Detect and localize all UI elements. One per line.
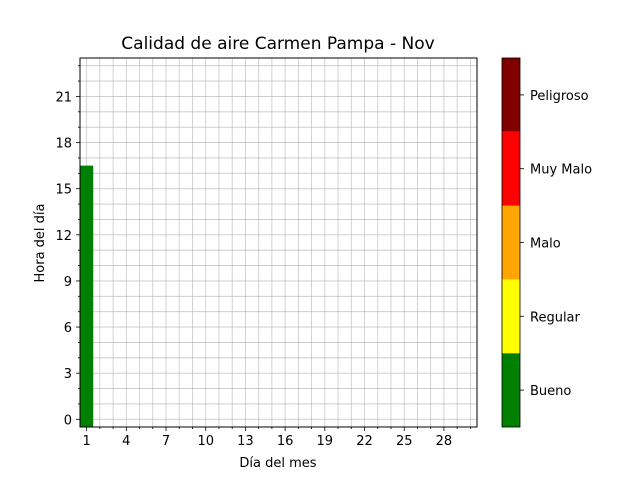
grid (80, 58, 477, 427)
colorbar-segment (502, 131, 520, 206)
x-tick-label: 10 (197, 434, 214, 449)
x-tick-label: 13 (237, 434, 254, 449)
y-tick-label: 15 (55, 183, 72, 198)
y-tick-label: 12 (55, 229, 72, 244)
y-tick-label: 9 (64, 275, 72, 290)
colorbar-label: Regular (530, 310, 581, 325)
y-tick-label: 6 (64, 321, 72, 336)
y-tick-label: 18 (55, 137, 72, 152)
x-tick-label: 19 (317, 434, 334, 449)
colorbar-frame (501, 57, 521, 428)
heatmap-cell (80, 165, 94, 427)
x-tick-label: 25 (396, 434, 413, 449)
x-axis: 1 4 7 10 13 16 19 22 25 28 (82, 427, 471, 449)
y-axis-label: Hora del día (33, 204, 48, 283)
y-tick-label: 3 (64, 367, 72, 382)
colorbar-label: Muy Malo (530, 163, 592, 178)
x-axis-label: Día del mes (239, 456, 316, 471)
colorbar: Bueno Regular Malo Muy Malo Peligroso (501, 57, 592, 428)
plot-frame (79, 57, 478, 428)
colorbar-label: Bueno (530, 384, 571, 399)
y-axis: 0 3 6 9 12 15 18 21 (55, 65, 80, 428)
colorbar-segment (502, 205, 520, 280)
x-tick-label: 4 (122, 434, 130, 449)
x-tick-label: 7 (162, 434, 170, 449)
y-tick-label: 21 (55, 90, 72, 105)
x-tick-label: 22 (356, 434, 373, 449)
chart-title: Calidad de aire Carmen Pampa - Nov (121, 34, 434, 54)
y-tick-label: 0 (64, 413, 72, 428)
x-tick-label: 16 (277, 434, 294, 449)
plot-area: 1 4 7 10 13 16 19 22 25 28 0 3 6 9 12 15 18 21 (55, 57, 478, 449)
heatmap-cells (80, 165, 94, 427)
plot-background (80, 58, 477, 427)
colorbar-label: Malo (530, 237, 561, 252)
colorbar-label: Peligroso (530, 89, 589, 104)
x-tick-label: 28 (436, 434, 453, 449)
colorbar-segment (502, 58, 520, 132)
colorbar-segment (502, 353, 520, 427)
x-tick-label: 1 (82, 434, 90, 449)
colorbar-segment (502, 279, 520, 354)
